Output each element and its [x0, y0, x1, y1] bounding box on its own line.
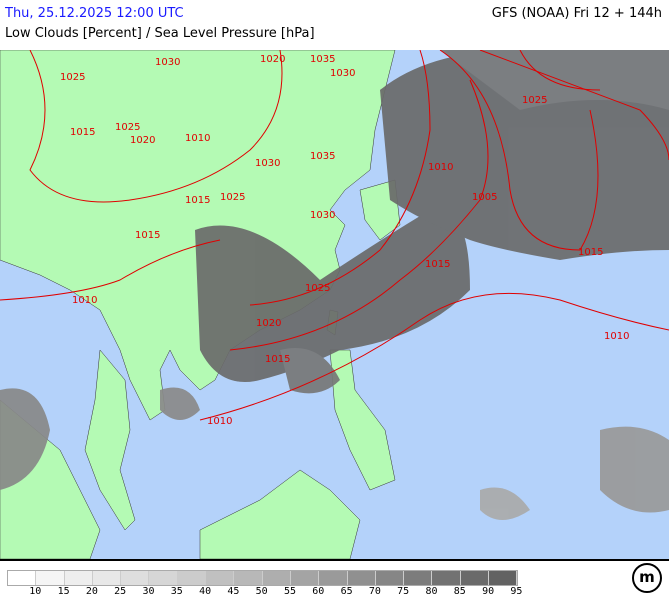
legend-swatch	[8, 571, 37, 585]
model-run: GFS (NOAA) Fri 12 + 144h	[491, 6, 662, 21]
valid-time: Thu, 25.12.2025 12:00 UTC	[5, 6, 184, 21]
svg-text:1015: 1015	[185, 195, 210, 206]
legend-label: 70	[368, 586, 381, 597]
legend-swatch	[290, 571, 320, 585]
legend-label: 65	[340, 586, 353, 597]
svg-text:1010: 1010	[185, 133, 210, 144]
legend-swatch	[347, 571, 376, 585]
svg-text:1020: 1020	[130, 135, 155, 146]
legend-swatch	[177, 571, 207, 585]
svg-text:1010: 1010	[72, 295, 97, 306]
weather-map[interactable]: 1025 1030 1035 1030 1020 1025 1015 1020 …	[0, 50, 669, 561]
legend-label: 10	[29, 586, 42, 597]
legend-label: 20	[85, 586, 98, 597]
svg-text:1015: 1015	[70, 127, 95, 138]
legend-swatch	[234, 571, 263, 585]
low-clouds	[0, 50, 669, 520]
legend-swatch	[319, 571, 348, 585]
legend-swatch	[375, 571, 405, 585]
legend-swatch	[404, 571, 433, 585]
svg-text:1015: 1015	[425, 259, 450, 270]
svg-text:1010: 1010	[207, 416, 232, 427]
legend-swatch	[92, 571, 122, 585]
meteologix-logo: m	[632, 563, 662, 593]
legend-label: 35	[170, 586, 183, 597]
legend-swatch	[121, 571, 150, 585]
svg-text:1025: 1025	[220, 192, 245, 203]
legend-label: 75	[397, 586, 410, 597]
color-legend	[7, 570, 519, 586]
land-borneo	[199, 469, 361, 559]
svg-text:1020: 1020	[260, 54, 285, 65]
svg-text:1030: 1030	[330, 68, 355, 79]
legend-label: 60	[312, 586, 325, 597]
legend-label: 55	[283, 586, 297, 597]
legend-label: 40	[199, 586, 212, 597]
legend-swatch	[206, 571, 235, 585]
svg-text:1015: 1015	[265, 354, 290, 365]
svg-text:1025: 1025	[305, 283, 330, 294]
svg-text:1015: 1015	[135, 230, 160, 241]
legend-label: 80	[425, 586, 438, 597]
legend-swatch	[36, 571, 65, 585]
legend-label: 25	[114, 586, 127, 597]
svg-text:1025: 1025	[522, 95, 547, 106]
svg-text:1025: 1025	[60, 72, 85, 83]
legend-label: 30	[142, 586, 155, 597]
legend-swatch	[460, 571, 490, 585]
legend-swatch	[64, 571, 93, 585]
land-malay-peninsula	[84, 349, 136, 531]
legend-swatch	[489, 571, 518, 585]
svg-text:1015: 1015	[578, 247, 603, 258]
svg-text:1025: 1025	[115, 122, 140, 133]
land-philippines	[329, 349, 396, 491]
svg-text:1005: 1005	[472, 192, 497, 203]
svg-text:1030: 1030	[155, 57, 180, 68]
svg-text:1035: 1035	[310, 54, 335, 65]
svg-text:1030: 1030	[310, 210, 335, 221]
svg-text:1010: 1010	[428, 162, 453, 173]
parameter-title: Low Clouds [Percent] / Sea Level Pressur…	[5, 26, 315, 41]
legend-label: 45	[227, 586, 240, 597]
legend-swatch	[149, 571, 178, 585]
isobar-labels: 1025 1030 1035 1030 1020 1025 1015 1020 …	[60, 54, 629, 427]
svg-text:1020: 1020	[256, 318, 281, 329]
isobars	[0, 50, 669, 421]
svg-text:1010: 1010	[604, 331, 629, 342]
svg-text:1035: 1035	[310, 151, 335, 162]
legend-label: 95	[510, 586, 523, 597]
legend-swatch	[262, 571, 291, 585]
legend-label: 90	[482, 586, 495, 597]
legend-label: 85	[453, 586, 466, 597]
svg-text:1030: 1030	[255, 158, 280, 169]
legend-label: 15	[57, 586, 70, 597]
legend-label: 50	[255, 586, 268, 597]
legend-swatch	[432, 571, 461, 585]
